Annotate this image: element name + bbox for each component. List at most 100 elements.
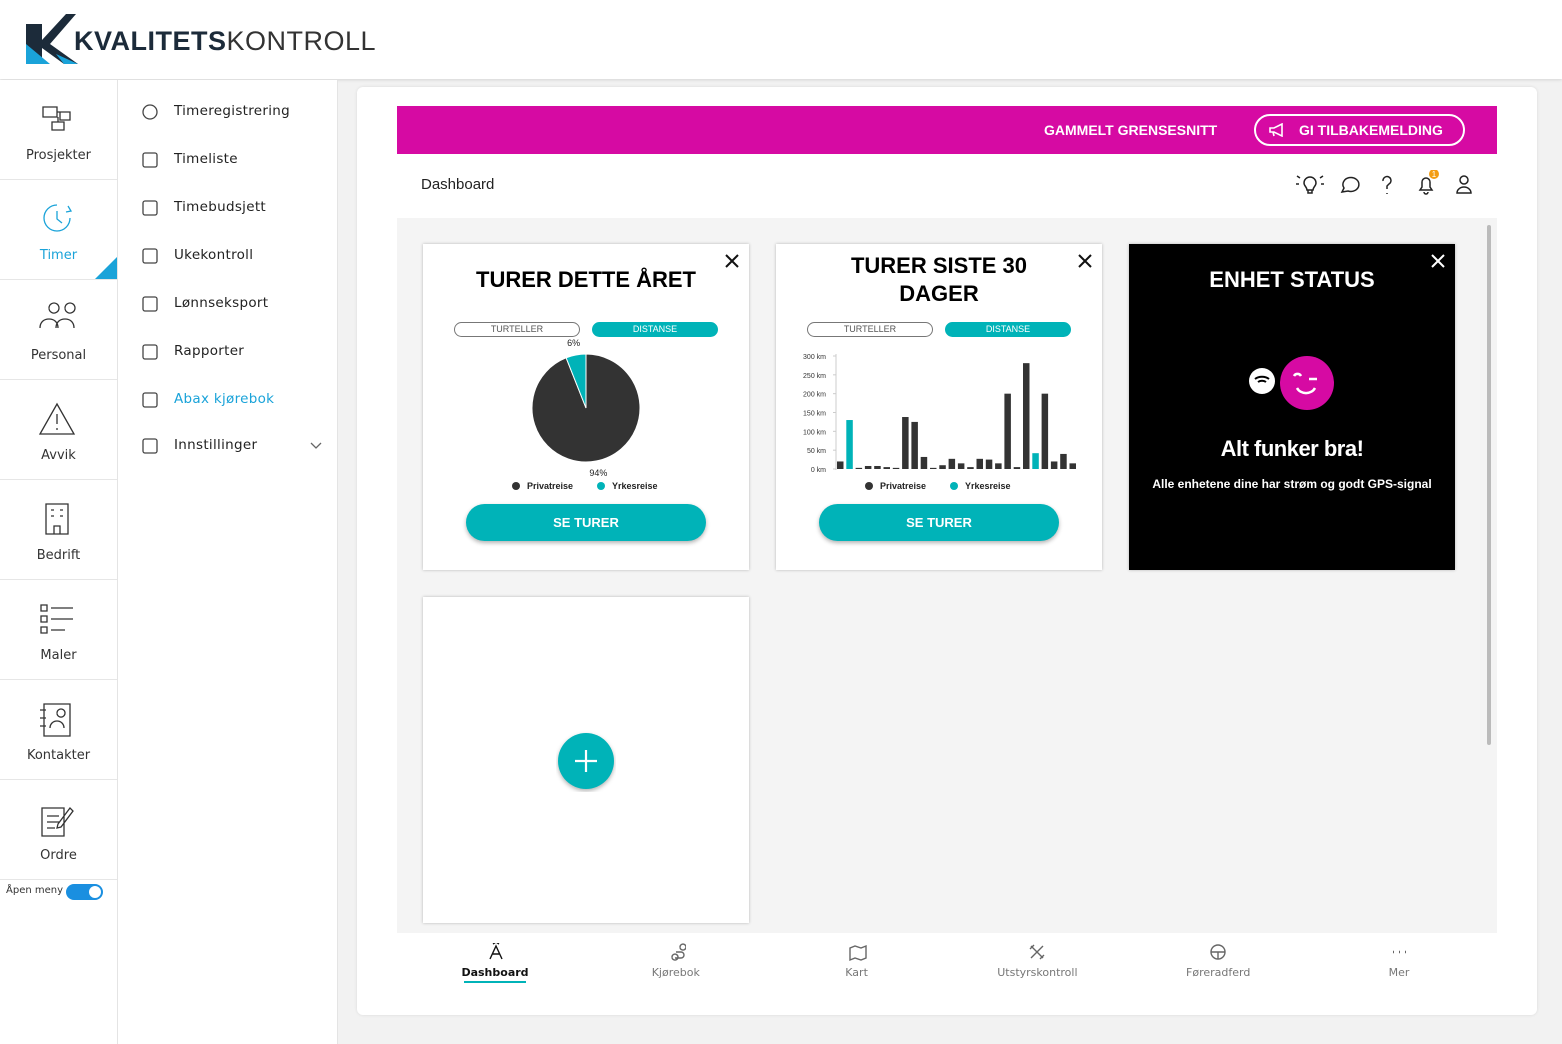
submenu-label[interactable]: Timebudsjett	[174, 199, 267, 215]
toggle-button[interactable]: TURTELLER	[807, 322, 933, 337]
header: KVALITETSKONTROLL	[0, 0, 1562, 79]
y-tick-label: 150 km	[803, 411, 826, 418]
submenu-label[interactable]: Rapporter	[174, 343, 245, 359]
submenu-icon	[142, 344, 158, 360]
status-card: ENHET STATUS Alt funker bra! Alle enhetene…	[1129, 244, 1455, 570]
feedback-button[interactable]: GI TILBAKEMELDING	[1254, 114, 1465, 146]
nav-label[interactable]: Kjørebok	[651, 966, 700, 979]
add-card	[423, 597, 749, 923]
nav-icon[interactable]	[486, 943, 505, 962]
submenu-label[interactable]: Timeregistrering	[174, 103, 291, 119]
toggle-button[interactable]: DISTANSE	[592, 322, 718, 337]
menu-toggle-label: Åpen meny	[6, 885, 64, 896]
status-icon	[1249, 356, 1334, 410]
nav-label[interactable]: Kart	[845, 966, 868, 979]
see-trips-button[interactable]: SE TURER	[466, 504, 706, 541]
status-heading: Alt funker bra!	[1220, 436, 1364, 461]
bar	[948, 458, 956, 469]
bar	[911, 421, 918, 469]
nav-icon[interactable]	[848, 943, 867, 962]
toggle-button[interactable]: DISTANSE	[945, 322, 1071, 337]
see-trips-button[interactable]: SE TURER	[819, 504, 1059, 541]
bar	[1060, 453, 1067, 469]
banner: GAMMELT GRENSESNITT GI TILBAKEMELDING	[397, 106, 1497, 154]
toggle-button[interactable]: TURTELLER	[454, 322, 580, 337]
sidebar-item[interactable]: Timer	[0, 180, 117, 280]
sidebar-item[interactable]: Prosjekter	[0, 80, 117, 180]
sidebar-icon	[38, 402, 76, 435]
bar	[920, 456, 928, 469]
feedback-label: GI TILBAKEMELDING	[1299, 122, 1443, 138]
submenu-label[interactable]: Innstillinger	[174, 437, 258, 453]
nav-label[interactable]: Dashboard	[461, 966, 529, 979]
logo-bold: KVALITETS	[74, 26, 227, 56]
pie-slice	[565, 353, 587, 409]
nav-icon[interactable]	[1028, 943, 1047, 962]
legend-dot	[597, 482, 605, 490]
pie-label: 94%	[589, 468, 607, 478]
bar	[1050, 461, 1058, 469]
sidebar-item[interactable]: Bedrift	[0, 480, 117, 580]
submenu-icon	[142, 438, 158, 454]
submenu-label[interactable]: Abax kjørebok	[174, 391, 275, 407]
add-button[interactable]	[556, 730, 616, 792]
nav-label[interactable]: Utstyrskontroll	[997, 966, 1078, 979]
icon-shape	[40, 604, 73, 634]
megaphone-icon	[1269, 123, 1283, 137]
chevron-shape	[310, 442, 322, 449]
bar	[985, 459, 993, 469]
sidebar-item[interactable]: Kontakter	[0, 680, 117, 780]
bar	[930, 467, 937, 469]
icon-shape	[142, 248, 158, 264]
bar	[1004, 393, 1011, 469]
smile	[1292, 372, 1317, 395]
close-button[interactable]	[725, 254, 739, 268]
icon-shape	[142, 392, 158, 408]
bar	[939, 465, 946, 469]
bar	[892, 467, 900, 469]
icon-shape	[142, 104, 158, 120]
smile-bubble	[1280, 356, 1334, 410]
legend-label: Privatreise	[880, 481, 926, 491]
menu-toggle[interactable]	[66, 884, 103, 900]
close-x	[1078, 254, 1092, 268]
icon-shape	[1210, 944, 1226, 960]
bottom-nav: Dashboard Kjørebok Kart Utstyrskontroll Føre…	[397, 935, 1497, 995]
logo-text: KVALITETSKONTROLL	[74, 26, 376, 56]
icon-shape	[42, 106, 71, 131]
nav-icon[interactable]	[667, 943, 686, 962]
bar	[1013, 467, 1021, 469]
sidebar-label: Personal	[30, 348, 87, 363]
bar	[1023, 363, 1030, 469]
sidebar-icon	[43, 204, 73, 232]
notification-badge: 1	[1432, 170, 1437, 179]
sidebar-icon	[45, 503, 69, 535]
nav-icon[interactable]	[1209, 943, 1228, 962]
legend-label: Yrkesreise	[965, 481, 1011, 491]
banner-link[interactable]: GAMMELT GRENSESNITT	[1044, 122, 1218, 138]
submenu: Timeregistrering Timeliste Timebudsjett Uke…	[118, 80, 338, 1044]
bar	[874, 465, 881, 469]
submenu-label[interactable]: Ukekontroll	[174, 247, 254, 263]
sidebar-item[interactable]: Ordre	[0, 780, 117, 880]
sidebar-label: Kontakter	[26, 748, 91, 763]
sidebar-item[interactable]: Avvik	[0, 380, 117, 480]
nav-icon[interactable]	[1390, 943, 1409, 962]
submenu-label[interactable]: Lønnseksport	[174, 295, 269, 311]
close-button[interactable]	[1431, 254, 1445, 268]
sidebar-item[interactable]: Maler	[0, 580, 117, 680]
nav-label[interactable]: Mer	[1388, 966, 1410, 979]
icon-shape	[38, 402, 76, 435]
nav-label[interactable]: Føreradferd	[1186, 966, 1251, 979]
sidebar-label: Ordre	[40, 848, 77, 863]
icon-shape	[848, 944, 867, 962]
submenu-label[interactable]: Timeliste	[174, 151, 238, 167]
close-button[interactable]	[1078, 254, 1092, 268]
bar	[864, 465, 872, 469]
icon-shape	[142, 200, 158, 216]
close-x	[1431, 254, 1445, 268]
sidebar-item[interactable]: Personal	[0, 280, 117, 380]
icon-shape	[142, 296, 158, 312]
y-tick-label: 250 km	[803, 373, 826, 380]
